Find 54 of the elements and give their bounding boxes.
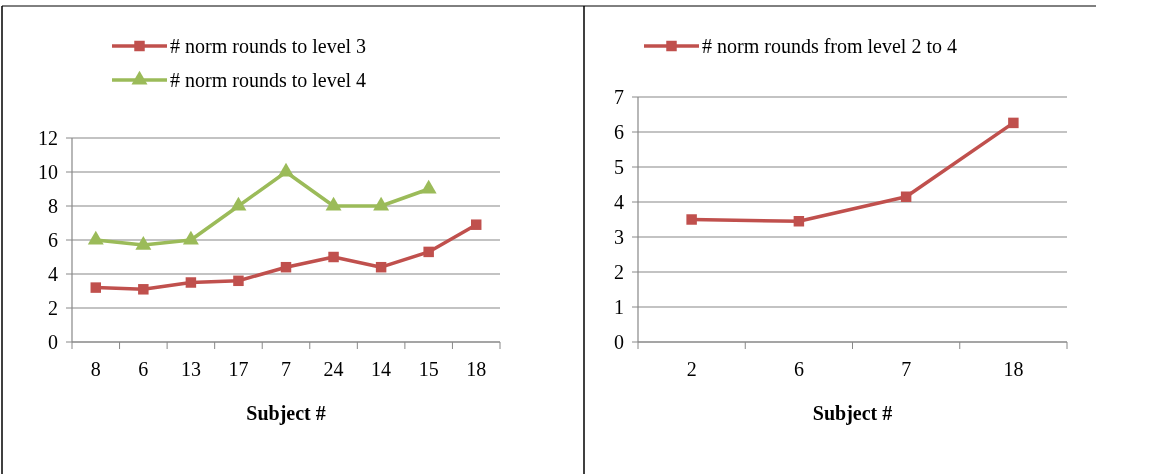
point [328,251,339,263]
y-tick-label: 6 [48,229,58,251]
x-tick-label: 6 [793,358,804,380]
point [470,219,482,230]
point [87,230,104,245]
legend-label: # norm rounds to level 4 [170,69,367,91]
x-tick-label: 2 [686,358,697,380]
point [900,191,912,202]
point [138,284,149,295]
x-tick-label: 13 [180,358,201,380]
y-tick-label: 2 [614,261,624,283]
point [185,277,197,288]
point [135,235,152,250]
y-tick-label: 7 [614,86,624,108]
x-tick-label: 14 [371,358,392,380]
point [278,162,294,177]
point [280,261,292,273]
y-tick-label: 3 [614,226,624,248]
y-tick-label: 4 [48,263,58,285]
x-tick-label: 18 [466,358,487,380]
x-tick-label: 6 [138,358,149,380]
point [423,246,434,258]
y-tick-label: 8 [48,195,58,217]
y-tick-label: 5 [614,156,624,178]
point [233,275,244,287]
x-tick-label: 18 [1003,358,1024,380]
x-tick-label: 15 [418,358,439,380]
point [182,230,199,245]
point [230,196,247,211]
point [90,282,102,293]
point [1008,117,1019,129]
y-tick-label: 4 [614,191,624,213]
legend-label: # norm rounds from level 2 to 4 [702,35,957,57]
y-tick-label: 2 [48,297,58,319]
y-tick-label: 0 [614,331,624,353]
y-tick-label: 0 [48,331,58,353]
point [373,196,390,211]
point [420,179,437,194]
point [325,196,342,211]
x-tick-label: 17 [228,358,249,380]
legend-label: # norm rounds to level 3 [170,35,367,57]
x-axis-title: Subject # [812,402,893,425]
y-tick-label: 1 [614,296,624,318]
x-tick-label: 24 [323,358,344,380]
x-tick-label: 7 [281,358,291,380]
x-tick-label: 7 [901,358,912,380]
y-tick-label: 12 [38,127,58,149]
point [375,261,387,273]
point [793,216,805,227]
x-tick-label: 8 [90,358,101,380]
y-tick-label: 10 [38,161,58,183]
y-tick-label: 6 [614,121,624,143]
point [686,214,697,225]
x-axis-title: Subject # [246,402,326,425]
